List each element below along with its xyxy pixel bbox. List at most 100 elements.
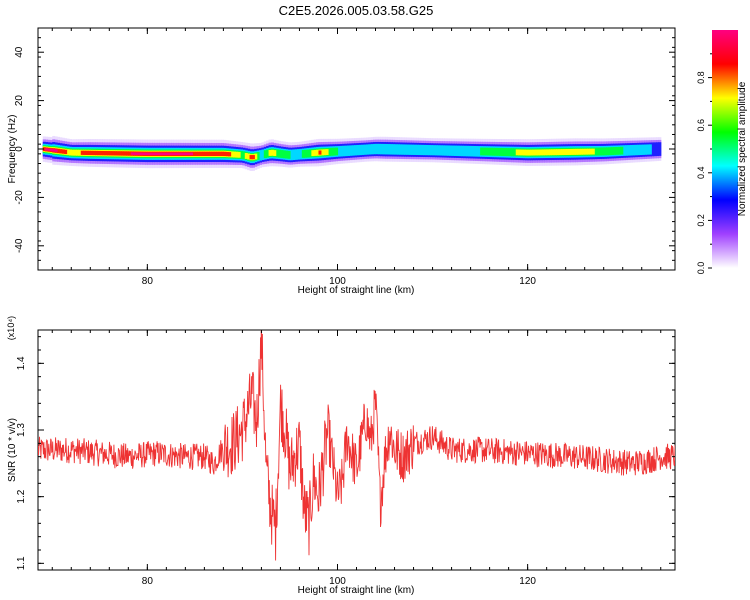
ridge-cell: [534, 149, 538, 156]
snr-x-axis-label: Height of straight line (km): [298, 585, 415, 596]
ridge-cell: [137, 152, 141, 155]
ridge-cell: [392, 144, 396, 155]
ridge-cell: [344, 145, 348, 157]
ridge-cell: [625, 145, 629, 156]
ridge-cell: [627, 145, 631, 156]
ridge-cell: [166, 152, 170, 156]
colorbar-tick-label: 0.2: [696, 214, 706, 227]
ridge-cell: [313, 149, 317, 156]
ridge-cell: [437, 145, 441, 156]
ridge-cell: [320, 149, 324, 156]
ridge-cell: [553, 149, 557, 156]
ridge-cell: [601, 147, 605, 156]
x-tick-label: 100: [329, 576, 346, 587]
ridge-cell: [655, 142, 659, 157]
ridge-cell: [218, 151, 222, 157]
snr-panel: 80 100 120 1.1 1.2 1.3 1.4 Height of straight …: [6, 316, 676, 596]
ridge-cell: [244, 153, 248, 159]
ridge-cell: [71, 149, 75, 156]
ridge-cell: [406, 144, 410, 155]
ridge-cell: [394, 144, 398, 155]
ridge-cell: [368, 144, 372, 155]
ridge-cell: [558, 149, 562, 156]
ridge-cell: [154, 152, 158, 156]
ridge-cell: [591, 148, 595, 155]
ridge-cell: [472, 145, 476, 157]
ridge-cell: [634, 144, 638, 156]
ridge-cell: [439, 145, 443, 156]
ridge-cell: [532, 149, 536, 156]
ridge-cell: [451, 145, 455, 156]
ridge-cell: [563, 149, 567, 156]
ridge-cell: [356, 144, 360, 156]
ridge-cell: [308, 149, 312, 158]
ridge-cell: [327, 147, 331, 156]
ridge-cell: [306, 149, 310, 158]
ridge-cell: [399, 144, 403, 155]
ridge-cell: [323, 149, 327, 156]
ridge-cell: [266, 149, 270, 158]
ridge-cell: [354, 145, 358, 156]
ridge-cell: [209, 151, 213, 157]
ridge-cell: [182, 152, 186, 156]
y-tick-label: -40: [14, 238, 25, 253]
ridge-cell: [223, 151, 227, 157]
ridge-cell: [461, 145, 465, 157]
ridge-cell: [587, 148, 591, 155]
ridge-cell: [66, 149, 70, 156]
ridge-cell: [658, 142, 662, 156]
ridge-cell: [64, 149, 68, 154]
colorbar-gradient: [712, 30, 738, 268]
ridge-cell: [522, 149, 526, 156]
ridge-cell: [496, 147, 500, 156]
ridge-cell: [57, 148, 60, 154]
ridge-cell: [337, 146, 341, 157]
ridge-cell: [537, 149, 541, 156]
ridge-cell: [382, 143, 386, 155]
ridge-cell: [584, 148, 588, 155]
ridge-cell: [297, 149, 301, 160]
ridge-cell: [375, 143, 379, 155]
ridge-cell: [487, 147, 491, 156]
ridge-cell: [551, 149, 555, 156]
ridge-cell: [644, 144, 648, 155]
ridge-cell: [282, 150, 286, 159]
ridge-cell: [202, 151, 205, 157]
chart-title: C2E5.2026.005.03.58.G25: [279, 3, 434, 18]
ridge-cell: [549, 149, 553, 156]
ridge-cell: [446, 145, 450, 156]
ridge-cell: [606, 147, 610, 156]
ridge-cell: [61, 149, 65, 154]
ridge-cell: [351, 145, 355, 156]
ridge-cell: [168, 152, 172, 156]
x-tick-label: 80: [142, 576, 154, 587]
ridge-cell: [104, 151, 108, 156]
ridge-cell: [411, 144, 415, 155]
ridge-cell: [92, 150, 96, 156]
colorbar-tick-label: 0.8: [696, 71, 706, 84]
ridge-cell: [389, 144, 393, 155]
ridge-cell: [449, 145, 453, 156]
ridge-cell: [404, 144, 408, 155]
ridge-cell: [125, 151, 129, 156]
ridge-cell: [434, 145, 438, 156]
ridge-cell: [135, 152, 139, 155]
ridge-cell: [339, 145, 343, 157]
ridge-cell: [491, 147, 495, 156]
x-tick-label: 80: [142, 276, 154, 287]
ridge-cell: [197, 151, 201, 157]
ridge-cell: [363, 144, 367, 155]
ridge-cell: [653, 142, 657, 157]
ridge-cell: [651, 142, 655, 157]
y-tick-label: 0: [14, 146, 25, 152]
colorbar-tick-label: 0.4: [696, 167, 706, 180]
ridge-cell: [275, 149, 279, 158]
spectrogram-ridge: [42, 135, 662, 171]
ridge-cell: [506, 148, 510, 157]
ridge-cell: [83, 150, 87, 155]
snr-exponent-label: (x10⁴): [6, 316, 16, 340]
ridge-cell: [475, 146, 479, 157]
ridge-cell: [273, 150, 277, 157]
ridge-cell: [325, 149, 329, 156]
